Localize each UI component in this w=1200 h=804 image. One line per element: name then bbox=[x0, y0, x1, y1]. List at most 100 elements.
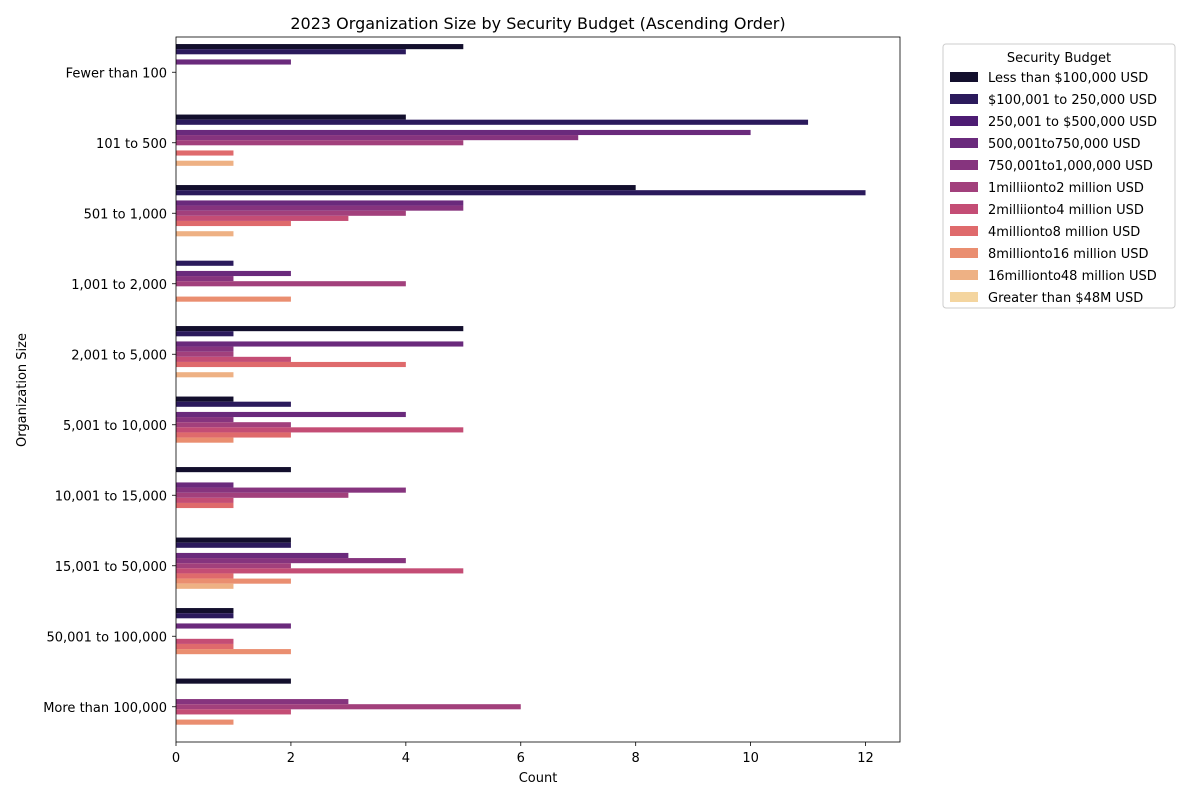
bar bbox=[176, 563, 291, 569]
bar bbox=[176, 417, 234, 423]
bar bbox=[176, 150, 234, 156]
y-axis-ticks: Fewer than 100 101 to 500 501 to 1,000 1,00… bbox=[43, 66, 176, 716]
y-axis-label: Organization Size bbox=[15, 333, 30, 447]
bar bbox=[176, 467, 291, 473]
legend-swatch bbox=[950, 72, 978, 82]
bar bbox=[176, 401, 291, 407]
bar bbox=[176, 623, 291, 629]
bar bbox=[176, 487, 406, 493]
bar bbox=[176, 643, 234, 650]
bar bbox=[176, 568, 464, 574]
bar bbox=[176, 260, 234, 266]
legend-swatch bbox=[950, 116, 978, 126]
y-tick-label: 501 to 1,000 bbox=[84, 207, 167, 222]
legend-swatch bbox=[950, 226, 978, 236]
bar bbox=[176, 346, 234, 352]
legend-label: 750,001to1,000,000 USD bbox=[988, 159, 1153, 174]
y-tick-label: 50,001 to 100,000 bbox=[46, 630, 167, 645]
x-tick-label: 6 bbox=[517, 751, 525, 766]
bars-group bbox=[176, 44, 866, 725]
legend-label: Less than $100,000 USD bbox=[988, 71, 1148, 86]
x-tick-label: 0 bbox=[172, 751, 180, 766]
bar bbox=[176, 578, 291, 584]
bar bbox=[176, 326, 464, 332]
bar bbox=[176, 200, 464, 206]
legend-label: 2milliionto4 million USD bbox=[988, 203, 1144, 218]
y-tick-label: Fewer than 100 bbox=[66, 66, 167, 81]
legend: Security Budget Less than $100,000 USD $1… bbox=[942, 43, 1176, 309]
bar bbox=[176, 497, 234, 503]
plot-frame bbox=[175, 36, 901, 743]
chart-title: 2023 Organization Size by Security Budge… bbox=[290, 14, 785, 33]
bar bbox=[176, 59, 291, 65]
x-axis-label: Count bbox=[519, 771, 558, 786]
legend-items: Less than $100,000 USD $100,001 to 250,00… bbox=[950, 71, 1157, 306]
y-tick-label: 2,001 to 5,000 bbox=[71, 348, 167, 363]
legend-label: 8millionto16 million USD bbox=[988, 247, 1149, 262]
bar bbox=[176, 704, 521, 710]
bar bbox=[176, 119, 809, 125]
bar bbox=[176, 361, 406, 368]
bar bbox=[176, 427, 464, 433]
bar bbox=[176, 396, 234, 402]
x-tick-label: 10 bbox=[742, 751, 759, 766]
legend-swatch bbox=[950, 94, 978, 104]
legend-swatch bbox=[950, 182, 978, 192]
bar bbox=[176, 638, 234, 644]
bar bbox=[176, 502, 234, 509]
bar bbox=[176, 719, 234, 725]
bar bbox=[176, 49, 406, 55]
bar bbox=[176, 44, 464, 50]
legend-label: 16millionto48 million USD bbox=[988, 269, 1157, 284]
bar bbox=[176, 135, 579, 141]
legend-label: 500,001to750,000 USD bbox=[988, 137, 1140, 152]
bar bbox=[176, 482, 234, 488]
bar bbox=[176, 613, 234, 619]
bar bbox=[176, 699, 349, 705]
bar bbox=[176, 270, 291, 277]
bar bbox=[176, 231, 234, 237]
bar bbox=[176, 185, 636, 191]
bar bbox=[176, 537, 291, 543]
bar bbox=[176, 437, 234, 443]
legend-title: Security Budget bbox=[1007, 51, 1111, 66]
bar bbox=[176, 220, 291, 227]
bar bbox=[176, 709, 291, 715]
bar bbox=[176, 422, 291, 428]
y-tick-label: 15,001 to 50,000 bbox=[55, 560, 167, 575]
bar bbox=[176, 215, 349, 221]
bar bbox=[176, 372, 234, 378]
bar bbox=[176, 542, 291, 548]
y-tick-label: 5,001 to 10,000 bbox=[63, 419, 167, 434]
bar bbox=[176, 411, 406, 418]
bar bbox=[176, 573, 234, 579]
bar bbox=[176, 678, 291, 684]
bar bbox=[176, 583, 234, 589]
bar bbox=[176, 114, 406, 120]
bar bbox=[176, 210, 406, 216]
x-tick-label: 4 bbox=[402, 751, 410, 766]
bar bbox=[176, 432, 291, 438]
x-tick-label: 8 bbox=[632, 751, 640, 766]
legend-label: 4millionto8 million USD bbox=[988, 225, 1140, 240]
legend-swatch bbox=[950, 292, 978, 302]
y-tick-label: 10,001 to 15,000 bbox=[55, 489, 167, 504]
bar bbox=[176, 558, 406, 564]
legend-label: 1milliionto2 million USD bbox=[988, 181, 1144, 196]
legend-frame bbox=[942, 43, 1176, 309]
y-tick-label: More than 100,000 bbox=[43, 701, 167, 716]
legend-label: $100,001 to 250,000 USD bbox=[988, 93, 1157, 108]
bar bbox=[176, 356, 291, 362]
y-tick-label: 101 to 500 bbox=[96, 137, 167, 152]
legend-label: Greater than $48M USD bbox=[988, 291, 1143, 306]
bar bbox=[176, 341, 464, 347]
legend-swatch bbox=[950, 160, 978, 170]
x-tick-label: 12 bbox=[857, 751, 874, 766]
legend-swatch bbox=[950, 138, 978, 148]
bar bbox=[176, 492, 349, 498]
legend-swatch bbox=[950, 204, 978, 214]
y-tick-label: 1,001 to 2,000 bbox=[71, 278, 167, 293]
legend-swatch bbox=[950, 270, 978, 280]
